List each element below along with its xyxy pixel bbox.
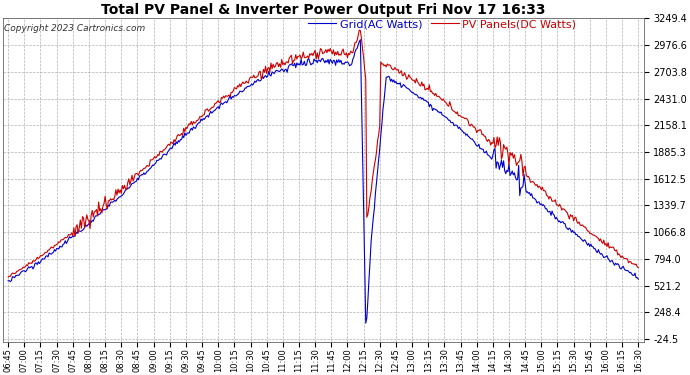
Grid(AC Watts)	[536, 202, 544, 207]
Grid(AC Watts)	[230, 93, 239, 98]
Grid(AC Watts)	[634, 277, 642, 282]
PV Panels(DC Watts)	[634, 266, 642, 270]
Grid(AC Watts)	[4, 279, 12, 283]
PV Panels(DC Watts)	[230, 86, 239, 90]
Grid(AC Watts)	[356, 38, 364, 42]
Grid(AC Watts)	[135, 177, 143, 182]
PV Panels(DC Watts)	[535, 184, 543, 188]
PV Panels(DC Watts)	[135, 173, 143, 177]
PV Panels(DC Watts)	[4, 275, 12, 279]
Legend: Grid(AC Watts), PV Panels(DC Watts): Grid(AC Watts), PV Panels(DC Watts)	[304, 15, 580, 34]
Line: PV Panels(DC Watts): PV Panels(DC Watts)	[8, 30, 638, 277]
PV Panels(DC Watts)	[306, 53, 315, 57]
Grid(AC Watts)	[83, 224, 91, 228]
PV Panels(DC Watts)	[412, 76, 420, 81]
Grid(AC Watts)	[362, 321, 370, 326]
Grid(AC Watts)	[306, 63, 315, 67]
Title: Total PV Panel & Inverter Power Output Fri Nov 17 16:33: Total PV Panel & Inverter Power Output F…	[101, 3, 546, 17]
Text: Copyright 2023 Cartronics.com: Copyright 2023 Cartronics.com	[4, 24, 146, 33]
Grid(AC Watts)	[413, 93, 422, 98]
PV Panels(DC Watts)	[355, 28, 364, 32]
PV Panels(DC Watts)	[83, 213, 91, 217]
Line: Grid(AC Watts): Grid(AC Watts)	[8, 40, 638, 323]
